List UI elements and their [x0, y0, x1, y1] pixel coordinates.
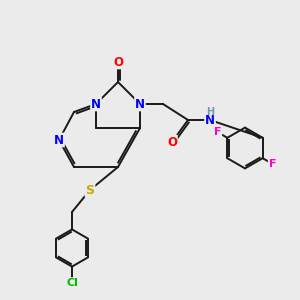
Text: F: F — [214, 127, 221, 137]
Text: H: H — [206, 106, 214, 117]
Text: O: O — [113, 56, 123, 68]
Text: N: N — [135, 98, 145, 110]
Text: Cl: Cl — [66, 278, 78, 288]
Text: N: N — [54, 134, 64, 146]
Text: O: O — [167, 136, 177, 148]
Text: F: F — [268, 159, 276, 169]
Text: S: S — [85, 184, 94, 196]
Text: N: N — [91, 98, 101, 110]
Text: N: N — [205, 113, 215, 127]
